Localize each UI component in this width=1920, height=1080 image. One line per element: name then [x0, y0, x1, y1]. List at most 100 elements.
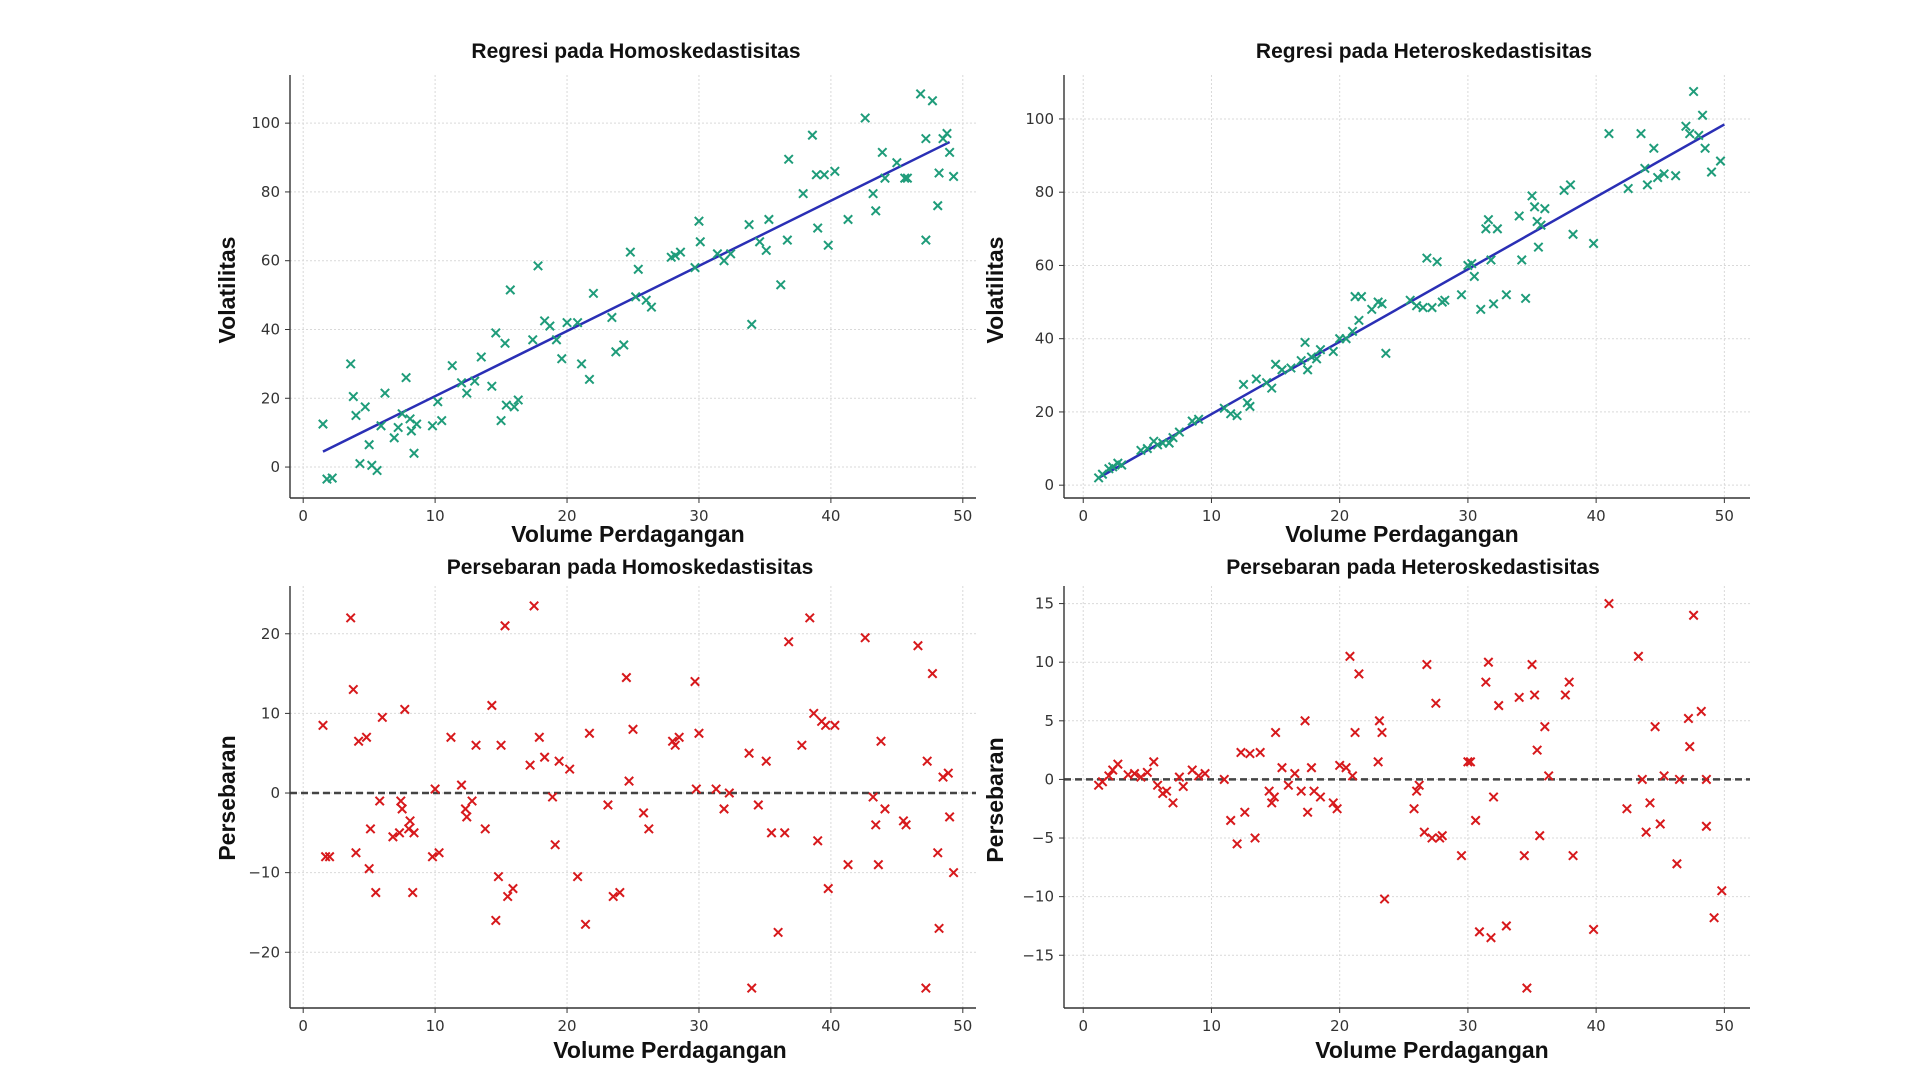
data-point: [1696, 706, 1707, 717]
y-tick-label: 100: [251, 114, 280, 132]
data-point: [348, 684, 359, 695]
data-point: [345, 612, 356, 623]
data-point: [1456, 289, 1467, 300]
data-point: [1688, 86, 1699, 97]
data-point: [798, 188, 809, 199]
data-point: [1641, 827, 1652, 838]
y-tick-label: 60: [1035, 256, 1054, 274]
data-point: [633, 264, 644, 275]
data-point: [695, 236, 706, 247]
data-point: [1516, 255, 1527, 265]
data-point: [365, 823, 376, 834]
data-point: [584, 728, 595, 739]
data-point: [1568, 850, 1578, 861]
data-point: [1680, 121, 1691, 132]
x-tick-label: 30: [689, 1017, 708, 1035]
data-point: [377, 712, 388, 723]
x-tick-label: 10: [426, 1017, 445, 1035]
data-point: [1421, 253, 1432, 264]
data-point: [922, 756, 933, 767]
data-point: [808, 708, 819, 719]
data-point: [395, 796, 406, 806]
data-point: [1474, 926, 1485, 937]
data-point: [1480, 677, 1491, 688]
chart-title: Regresi pada Homoskedastisitas: [471, 40, 800, 63]
y-tick-label: −15: [1022, 946, 1054, 964]
data-point: [318, 720, 328, 731]
data-point: [427, 851, 438, 862]
data-point: [1534, 830, 1545, 841]
data-point: [471, 740, 481, 751]
data-point: [1421, 659, 1432, 670]
data-point: [446, 732, 456, 743]
data-point: [694, 728, 704, 739]
data-point: [829, 720, 840, 731]
x-tick-label: 10: [1202, 507, 1221, 525]
data-point: [1637, 774, 1648, 785]
data-point: [1486, 932, 1496, 943]
y-tick-label: −10: [1022, 888, 1054, 906]
data-point: [603, 800, 613, 810]
data-point: [1439, 295, 1450, 306]
data-point: [1519, 850, 1530, 861]
data-point: [527, 334, 538, 345]
data-point: [1701, 821, 1712, 832]
data-point: [1419, 827, 1430, 838]
data-point: [324, 851, 335, 862]
x-tick-label: 20: [1330, 507, 1349, 525]
data-point: [1302, 364, 1313, 375]
data-point: [1377, 298, 1387, 309]
data-point: [1674, 774, 1685, 785]
data-point: [525, 760, 536, 771]
data-point: [1193, 414, 1204, 425]
data-point: [1377, 727, 1387, 738]
data-point: [1347, 770, 1358, 781]
data-point: [711, 784, 722, 794]
data-point: [1709, 912, 1720, 923]
data-point: [360, 401, 371, 412]
data-point: [1219, 774, 1230, 785]
data-point: [870, 819, 881, 830]
data-point: [1560, 690, 1571, 700]
data-point: [934, 168, 944, 178]
data-point: [766, 827, 777, 838]
data-point: [1296, 355, 1307, 366]
data-point: [641, 295, 652, 306]
data-point: [1521, 983, 1532, 993]
data-point: [529, 600, 539, 611]
data-point: [1266, 797, 1277, 808]
data-point: [1161, 786, 1172, 797]
data-point: [374, 796, 385, 806]
chart-residuals-heteroskedasticity: 0 10 20 30 40 50 −15 −10 −5 0 5 10 15 Persebaran pada…: [982, 556, 1750, 1063]
data-point: [1529, 201, 1540, 212]
y-tick-label: 0: [1044, 770, 1054, 788]
data-point: [1328, 346, 1339, 357]
data-point: [1514, 211, 1525, 221]
data-point: [1501, 921, 1512, 931]
data-point: [364, 863, 375, 874]
data-point: [1136, 772, 1146, 782]
data-point: [1332, 803, 1343, 814]
data-point: [1488, 298, 1499, 309]
data-point: [533, 260, 543, 271]
data-point: [860, 632, 871, 643]
data-point: [1409, 803, 1419, 814]
data-point: [624, 776, 634, 786]
data-point: [376, 420, 386, 431]
data-point: [434, 847, 444, 858]
data-point: [1373, 756, 1384, 767]
data-point: [744, 748, 754, 759]
data-point: [554, 756, 565, 767]
chart-title: Regresi pada Heteroskedastisitas: [1256, 40, 1592, 63]
data-point: [812, 223, 823, 233]
data-point: [1650, 721, 1661, 732]
data-point: [460, 804, 471, 814]
y-axis-label: Volatilitas: [214, 237, 240, 344]
data-point: [327, 473, 338, 483]
data-point: [370, 887, 381, 898]
data-point: [1623, 183, 1634, 194]
data-point: [943, 768, 954, 779]
data-point: [486, 700, 497, 711]
data-point: [927, 668, 938, 679]
data-point: [1701, 774, 1712, 785]
